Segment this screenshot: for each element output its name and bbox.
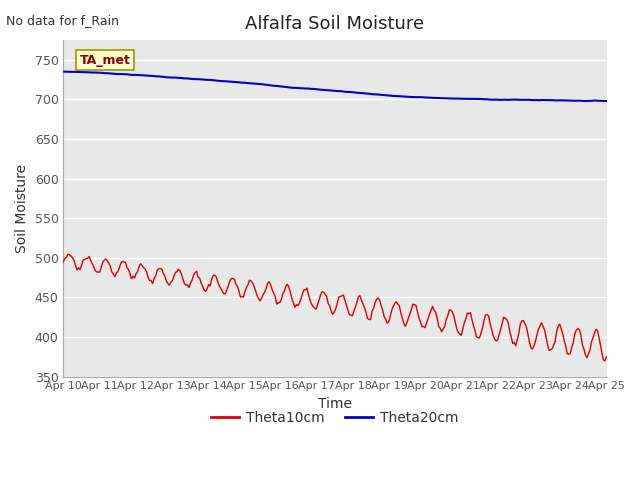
Text: TA_met: TA_met: [80, 54, 131, 67]
X-axis label: Time: Time: [318, 397, 352, 411]
Title: Alfalfa Soil Moisture: Alfalfa Soil Moisture: [245, 15, 424, 33]
Legend: Theta10cm, Theta20cm: Theta10cm, Theta20cm: [205, 405, 464, 430]
Y-axis label: Soil Moisture: Soil Moisture: [15, 164, 29, 253]
Text: No data for f_Rain: No data for f_Rain: [6, 14, 120, 27]
